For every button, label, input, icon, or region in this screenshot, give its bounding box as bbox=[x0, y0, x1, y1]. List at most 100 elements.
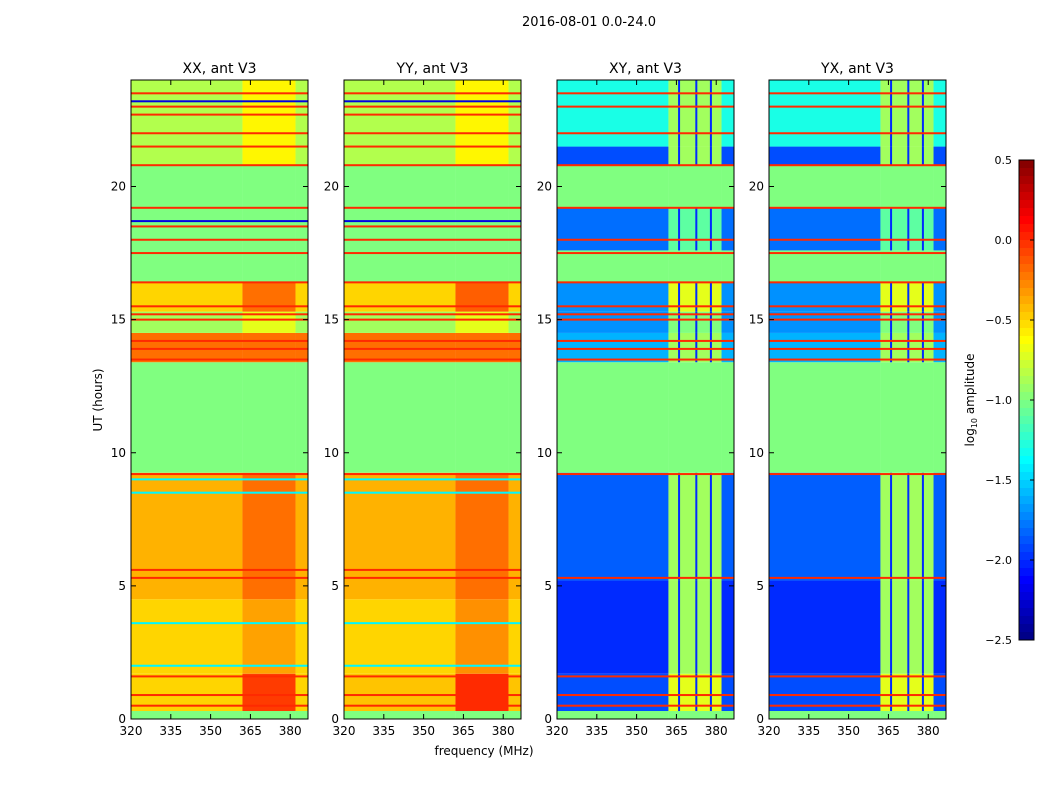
rfi-column bbox=[907, 673, 910, 712]
heatmap-band-rfi bbox=[668, 250, 722, 283]
y-tick-label: 0 bbox=[544, 712, 552, 726]
heatmap-band-high bbox=[721, 711, 734, 719]
colorbar-segment bbox=[1019, 568, 1034, 577]
colorbar-tick-label: −0.5 bbox=[985, 314, 1012, 327]
heatmap-line bbox=[344, 568, 521, 571]
y-tick-label: 15 bbox=[749, 313, 764, 327]
heatmap-band-rfi bbox=[242, 332, 296, 363]
heatmap-band-rfi bbox=[880, 146, 934, 166]
colorbar-segment bbox=[1019, 600, 1034, 609]
colorbar-label-log: log bbox=[963, 428, 977, 446]
heatmap-band-rfi bbox=[880, 711, 934, 719]
heatmap-band-rfi bbox=[880, 207, 934, 251]
heatmap-line bbox=[344, 132, 521, 135]
heatmap-line bbox=[769, 105, 946, 108]
y-tick-label: 0 bbox=[756, 712, 764, 726]
colorbar-segment bbox=[1019, 512, 1034, 521]
x-tick-label: 320 bbox=[546, 724, 569, 738]
rfi-column bbox=[709, 311, 712, 333]
x-axis-label: frequency (MHz) bbox=[434, 744, 533, 758]
heatmap-line bbox=[344, 473, 521, 476]
heatmap-band-high bbox=[721, 332, 734, 363]
heatmap-band-rfi bbox=[880, 165, 934, 208]
colorbar-segment bbox=[1019, 280, 1034, 289]
heatmap-line bbox=[769, 252, 946, 255]
rfi-column bbox=[678, 472, 681, 581]
y-axis-label: UT (hours) bbox=[91, 368, 105, 431]
heatmap-band-high bbox=[721, 472, 734, 581]
heatmap-band-high bbox=[721, 146, 734, 166]
rfi-column bbox=[709, 332, 712, 363]
rfi-column bbox=[709, 80, 712, 147]
rfi-column bbox=[890, 207, 893, 251]
heatmap-band-rfi bbox=[880, 250, 934, 283]
colorbar-segment bbox=[1019, 520, 1034, 529]
y-tick-label: 10 bbox=[537, 446, 552, 460]
heatmap-line bbox=[131, 694, 308, 697]
rfi-column bbox=[709, 673, 712, 712]
heatmap-band-high bbox=[721, 580, 734, 674]
rfi-column bbox=[678, 207, 681, 251]
rfi-column bbox=[695, 311, 698, 333]
heatmap-line bbox=[769, 238, 946, 241]
heatmap-band-rfi bbox=[668, 472, 722, 581]
heatmap-band-low bbox=[769, 146, 881, 166]
y-tick-label: 15 bbox=[537, 313, 552, 327]
heatmap-line bbox=[344, 220, 521, 223]
heatmap-band-low bbox=[344, 599, 456, 674]
rfi-column bbox=[678, 146, 681, 166]
heatmap-line bbox=[769, 132, 946, 135]
heatmap-band-low bbox=[557, 362, 669, 473]
heatmap-line bbox=[344, 206, 521, 209]
heatmap-line bbox=[557, 281, 734, 284]
colorbar-segment bbox=[1019, 528, 1034, 537]
x-tick-label: 380 bbox=[492, 724, 515, 738]
colorbar-segment bbox=[1019, 496, 1034, 505]
heatmap-line bbox=[557, 313, 734, 316]
colorbar-segment bbox=[1019, 592, 1034, 601]
heatmap-line bbox=[131, 113, 308, 116]
heatmap-band-low bbox=[769, 711, 881, 719]
colorbar-segment bbox=[1019, 344, 1034, 353]
colorbar-segment bbox=[1019, 424, 1034, 433]
heatmap-band-low bbox=[131, 711, 243, 719]
heatmap-band-low bbox=[769, 472, 881, 581]
heatmap-line bbox=[344, 164, 521, 167]
heatmap-line bbox=[131, 305, 308, 308]
heatmap-band-high bbox=[508, 165, 521, 283]
colorbar-segment bbox=[1019, 560, 1034, 569]
heatmap-line bbox=[557, 339, 734, 342]
colorbar-segment bbox=[1019, 216, 1034, 225]
heatmap-band-low bbox=[344, 332, 456, 363]
heatmap-band-low bbox=[769, 311, 881, 333]
heatmap-line bbox=[131, 145, 308, 148]
heatmap-band-low bbox=[131, 332, 243, 363]
heatmap-band-high bbox=[933, 311, 946, 333]
heatmap-band-rfi bbox=[668, 311, 722, 333]
rfi-column bbox=[709, 580, 712, 674]
colorbar-segment bbox=[1019, 416, 1034, 425]
heatmap-line bbox=[557, 358, 734, 361]
panel-2: XY, ant V3 320 335 350 365 380 0 5 10 15 20 bbox=[537, 61, 735, 738]
x-tick-label: 365 bbox=[452, 724, 475, 738]
x-tick-label: 335 bbox=[159, 724, 182, 738]
y-tick-label: 15 bbox=[324, 313, 339, 327]
heatmap-band-low bbox=[557, 311, 669, 333]
heatmap-band-high bbox=[508, 599, 521, 674]
heatmap-band-rfi bbox=[668, 146, 722, 166]
panel-1: YY, ant V3 320 335 350 365 380 0 5 10 15 20 bbox=[324, 61, 522, 738]
colorbar-segment bbox=[1019, 616, 1034, 625]
rfi-column bbox=[678, 332, 681, 363]
colorbar-segment bbox=[1019, 544, 1034, 553]
rfi-column bbox=[907, 332, 910, 363]
heatmap-band-high bbox=[295, 711, 308, 719]
colorbar-segment bbox=[1019, 264, 1034, 273]
heatmap-line bbox=[131, 339, 308, 342]
heatmap-band-high bbox=[933, 80, 946, 147]
colorbar-segment bbox=[1019, 376, 1034, 385]
heatmap-band-low bbox=[769, 580, 881, 674]
colorbar-segment bbox=[1019, 208, 1034, 217]
heatmap-line bbox=[344, 281, 521, 284]
heatmap-band-low bbox=[557, 711, 669, 719]
